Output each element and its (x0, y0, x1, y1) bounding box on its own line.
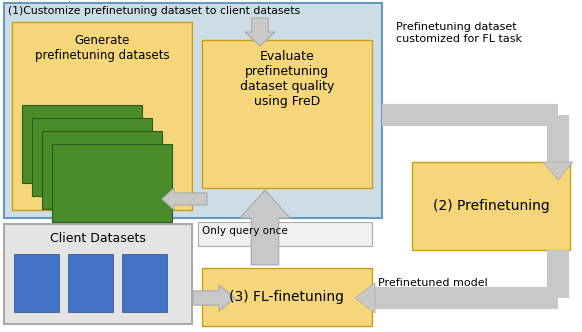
Text: Prefinetuned model: Prefinetuned model (378, 278, 488, 288)
Bar (122, 254, 167, 312)
Text: Only query once: Only query once (202, 226, 288, 236)
Bar (4, 224, 192, 324)
Polygon shape (240, 190, 290, 265)
Polygon shape (162, 188, 207, 210)
Bar (12, 22, 192, 210)
Polygon shape (245, 18, 275, 46)
Text: Prefinetuning dataset
customized for FL task: Prefinetuning dataset customized for FL … (396, 22, 522, 43)
Bar (14, 254, 59, 312)
Bar (22, 105, 142, 183)
Bar (4, 3, 382, 218)
Bar (42, 131, 162, 209)
Polygon shape (193, 285, 235, 311)
Polygon shape (355, 283, 375, 313)
Bar (52, 144, 172, 222)
Text: (1)Customize prefinetuning dataset to client datasets: (1)Customize prefinetuning dataset to cl… (8, 6, 300, 16)
Polygon shape (543, 162, 573, 180)
Text: Evaluate
prefinetuning
dataset quality
using FreD: Evaluate prefinetuning dataset quality u… (240, 50, 334, 108)
Bar (198, 222, 372, 246)
Bar (412, 162, 570, 250)
Text: Generate
prefinetuning datasets: Generate prefinetuning datasets (35, 34, 169, 62)
Text: (2) Prefinetuning: (2) Prefinetuning (432, 199, 549, 213)
Bar (32, 118, 152, 196)
Text: Client Datasets: Client Datasets (50, 232, 146, 245)
Bar (68, 254, 113, 312)
Bar (202, 268, 372, 326)
Bar (202, 40, 372, 188)
Text: (3) FL-finetuning: (3) FL-finetuning (229, 290, 345, 304)
